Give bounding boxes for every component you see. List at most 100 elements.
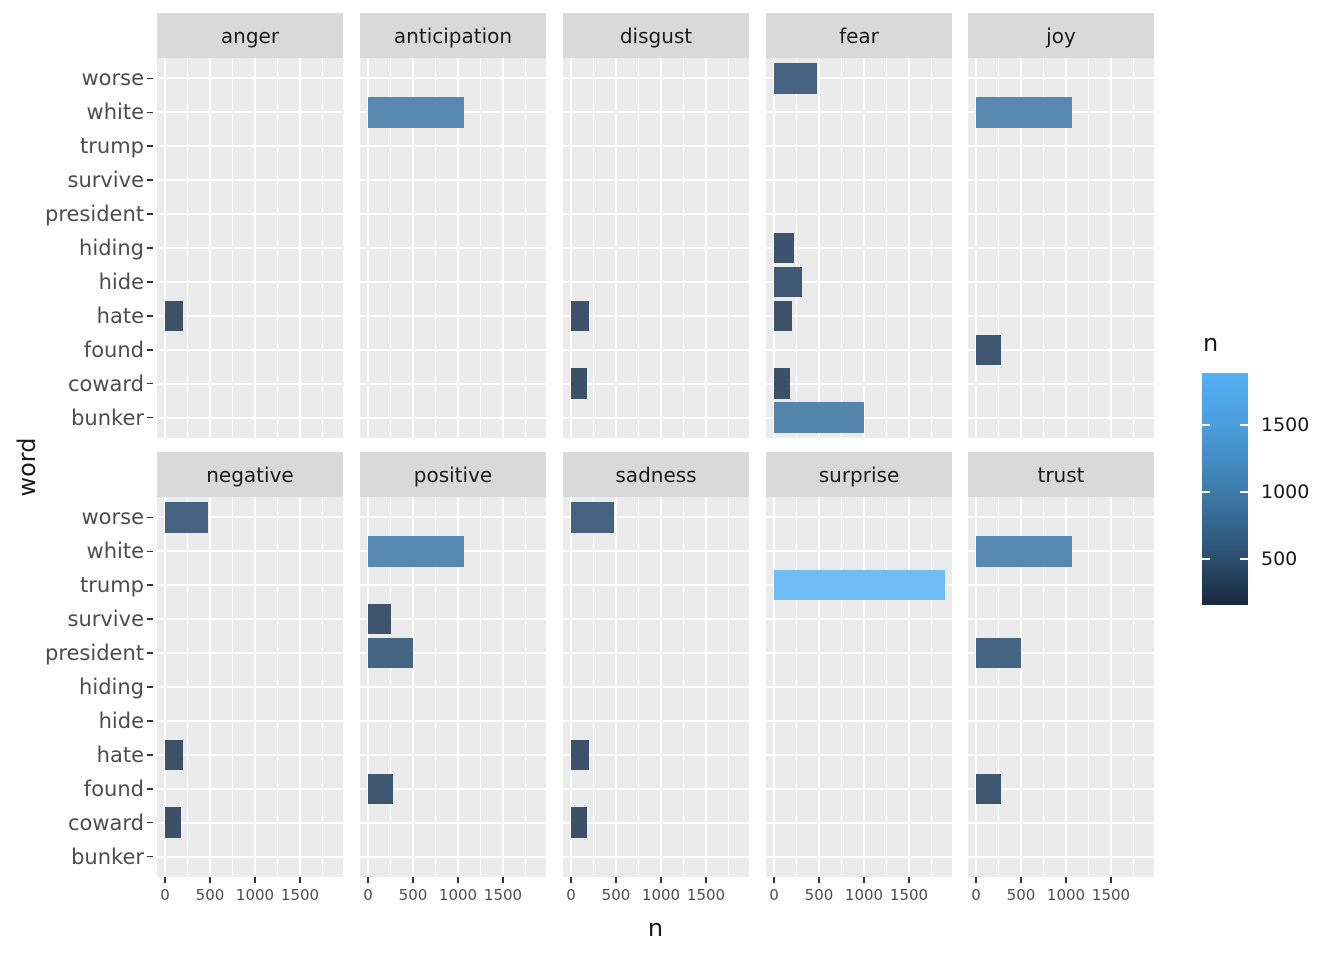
- facet-strip-surprise: surprise: [766, 452, 952, 497]
- bar-trust-found: [976, 773, 1002, 805]
- gridline-major-horizontal: [766, 652, 952, 654]
- bar-surprise-trump: [774, 569, 945, 601]
- x-tick-mark: [773, 877, 775, 883]
- facet-strip-anticipation: anticipation: [360, 13, 546, 58]
- y-tick-mark: [147, 77, 153, 80]
- gridline-major-horizontal: [968, 686, 1154, 688]
- x-tick-label: 500: [1006, 886, 1036, 904]
- x-axis-title: n: [647, 914, 664, 942]
- x-tick-label: 0: [769, 886, 779, 904]
- legend-tick-mark: [1240, 491, 1248, 494]
- y-tick-mark: [147, 652, 153, 654]
- gridline-major-horizontal: [766, 213, 952, 215]
- bar-positive-found: [368, 773, 394, 805]
- gridline-major-horizontal: [968, 753, 1154, 756]
- legend-tick-mark: [1240, 424, 1248, 427]
- x-tick-mark: [863, 877, 865, 883]
- bar-positive-white: [368, 536, 465, 567]
- gridline-major-horizontal: [968, 652, 1154, 654]
- gridline-major-horizontal: [766, 247, 952, 249]
- x-tick-label: 500: [804, 886, 834, 904]
- gridline-major-horizontal: [157, 348, 343, 351]
- gridline-major-horizontal: [360, 516, 546, 519]
- x-tick-mark: [502, 877, 504, 883]
- bar-fear-bunker: [774, 402, 864, 433]
- gridline-major-horizontal: [968, 720, 1154, 722]
- x-tick-mark: [660, 877, 662, 883]
- bar-joy-white: [976, 97, 1073, 128]
- x-tick-label: 1000: [235, 886, 275, 904]
- gridline-major-horizontal: [360, 720, 546, 722]
- x-tick-mark: [299, 877, 301, 883]
- facet-panel-positive: [360, 497, 546, 877]
- gridline-major-horizontal: [766, 516, 952, 519]
- y-tick-mark: [147, 550, 153, 553]
- gridline-major-horizontal: [766, 382, 952, 385]
- x-tick-mark: [705, 877, 707, 883]
- facet-strip-positive: positive: [360, 452, 546, 497]
- gridline-major-horizontal: [360, 787, 546, 790]
- x-tick-mark: [412, 877, 414, 883]
- gridline-major-horizontal: [766, 348, 952, 351]
- gridline-major-horizontal: [360, 686, 546, 688]
- gridline-major-horizontal: [968, 247, 1154, 249]
- legend-tick-mark: [1202, 557, 1210, 560]
- gridline-major-horizontal: [766, 753, 952, 756]
- gridline-major-horizontal: [157, 584, 343, 587]
- y-tick-mark: [147, 213, 153, 215]
- gridline-major-horizontal: [157, 855, 343, 858]
- y-tick-mark: [147, 516, 153, 519]
- facet-panel-anticipation: [360, 58, 546, 438]
- bar-fear-worse: [774, 63, 818, 94]
- gridline-major-horizontal: [563, 618, 749, 621]
- legend-tick-label: 500: [1261, 547, 1298, 570]
- facet-panel-joy: [968, 58, 1154, 438]
- y-tick-mark: [147, 281, 153, 283]
- bar-fear-coward: [774, 368, 791, 399]
- y-axis-title: word: [13, 437, 41, 497]
- x-tick-mark: [908, 877, 910, 883]
- gridline-major-horizontal: [766, 550, 952, 553]
- facet-panel-negative: [157, 497, 343, 877]
- bar-positive-president: [368, 637, 413, 669]
- gridline-major-horizontal: [968, 145, 1154, 148]
- gridline-major-horizontal: [360, 77, 546, 80]
- facet-strip-trust: trust: [968, 452, 1154, 497]
- gridline-major-horizontal: [157, 145, 343, 148]
- gridline-major-horizontal: [360, 179, 546, 182]
- legend-tick-mark: [1202, 424, 1210, 427]
- y-tick-label: found: [83, 337, 144, 362]
- gridline-major-horizontal: [360, 821, 546, 824]
- y-tick-mark: [147, 788, 153, 790]
- facet-panel-sadness: [563, 497, 749, 877]
- y-tick-mark: [147, 855, 153, 858]
- gridline-major-horizontal: [157, 787, 343, 790]
- x-tick-mark: [1020, 877, 1022, 883]
- bar-anticipation-white: [368, 97, 465, 128]
- gridline-major-horizontal: [766, 821, 952, 824]
- x-tick-label: 0: [363, 886, 373, 904]
- bar-positive-survive: [368, 603, 391, 635]
- x-tick-mark: [570, 877, 572, 883]
- legend-gradient-bar: [1202, 373, 1248, 605]
- gridline-major-horizontal: [563, 416, 749, 419]
- gridline-major-horizontal: [157, 179, 343, 182]
- gridline-major-horizontal: [360, 382, 546, 385]
- x-tick-label: 1500: [889, 886, 929, 904]
- y-tick-label: found: [83, 776, 144, 801]
- gridline-major-horizontal: [968, 314, 1154, 317]
- y-tick-label: coward: [67, 810, 144, 835]
- y-tick-mark: [147, 145, 153, 147]
- facet-panel-disgust: [563, 58, 749, 438]
- gridline-major-horizontal: [968, 77, 1154, 80]
- facet-panel-fear: [766, 58, 952, 438]
- gridline-major-horizontal: [360, 652, 546, 654]
- gridline-major-horizontal: [968, 618, 1154, 621]
- gridline-major-horizontal: [563, 77, 749, 80]
- y-tick-mark: [147, 179, 153, 181]
- gridline-major-horizontal: [968, 416, 1154, 419]
- gridline-major-horizontal: [968, 787, 1154, 790]
- gridline-major-horizontal: [157, 686, 343, 688]
- x-tick-mark: [164, 877, 166, 883]
